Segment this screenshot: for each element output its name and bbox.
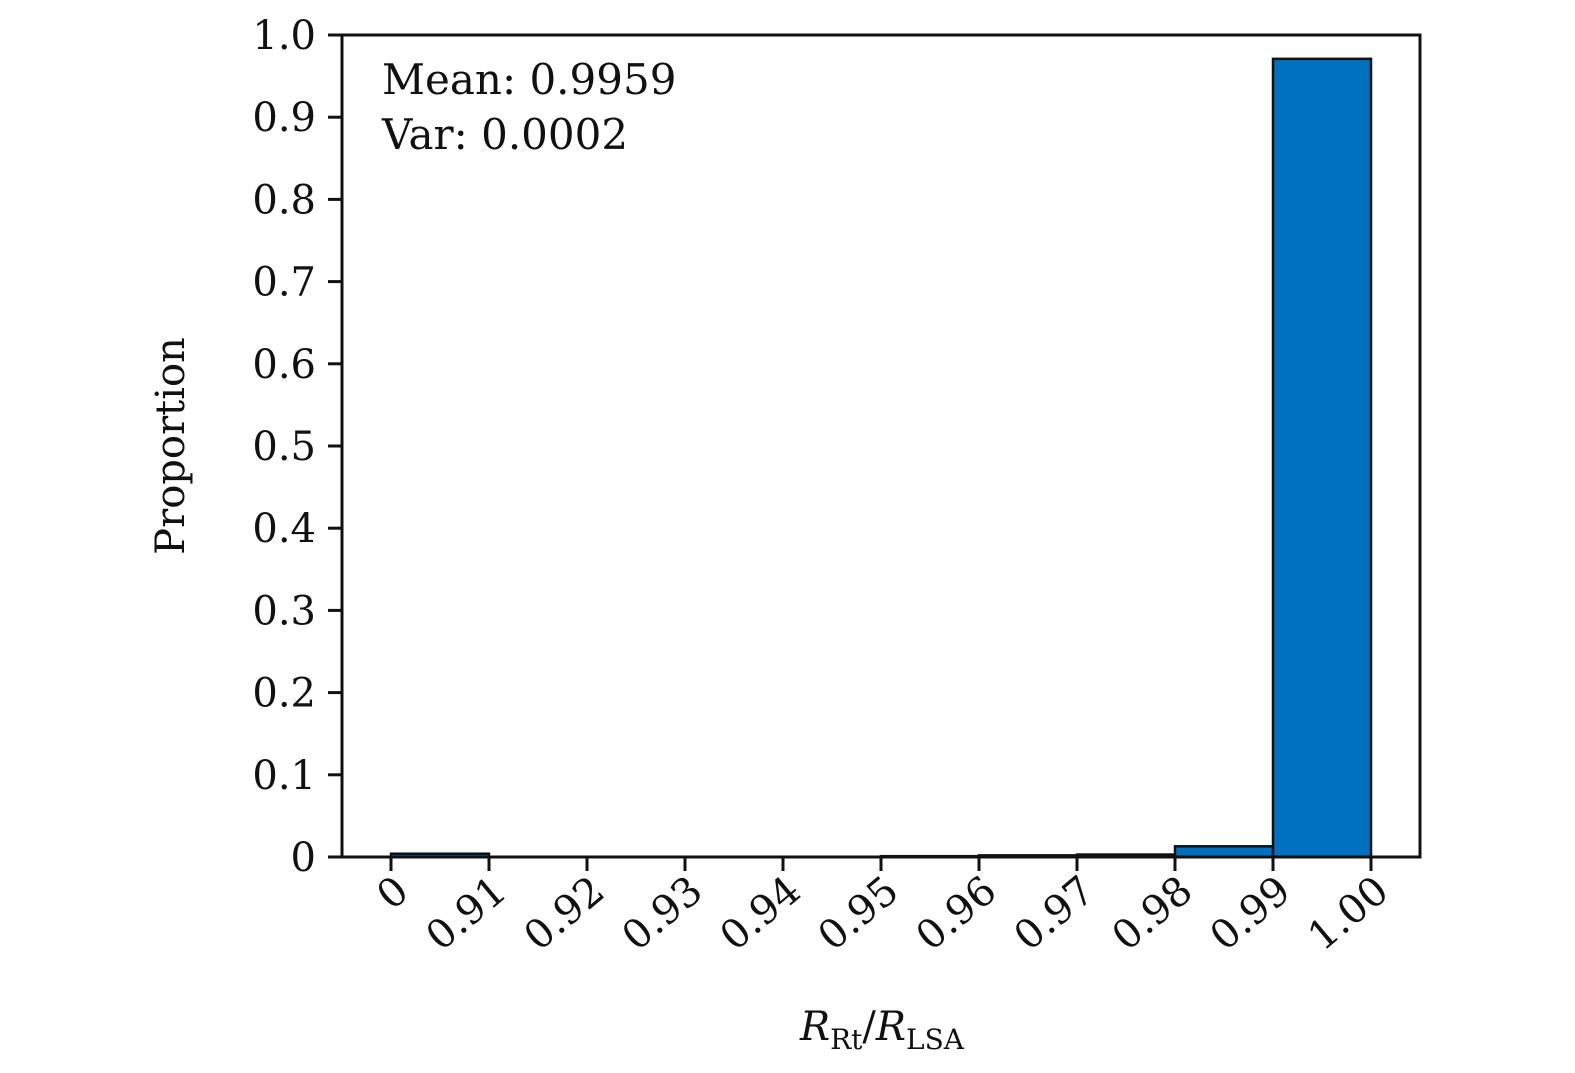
x-tick-label-5: 0.95 [810,867,908,959]
y-axis-ticks: 0 0.1 0.2 0.3 0.4 0.5 0.6 0.7 0.8 0.9 1.0 [252,13,342,881]
y-tick-label-8: 0.8 [252,177,316,223]
y-tick-label-9: 0.9 [252,95,316,141]
mean-annotation: Mean: 0.9959 [382,55,676,104]
y-tick-label-2: 0.2 [252,671,316,717]
bar-8 [1173,845,1275,859]
x-tick-label-3: 0.93 [614,867,712,959]
bars-group [389,57,1373,859]
x-axis-label-sub2: LSA [906,1023,965,1056]
x-tick-label-6: 0.96 [908,867,1006,959]
y-tick-label-3: 0.3 [252,588,316,634]
x-tick-label-8: 0.98 [1104,867,1202,959]
y-tick-label-7: 0.7 [252,260,316,306]
x-tick-label-2: 0.92 [516,867,614,959]
x-tick-label-9: 0.99 [1202,867,1300,959]
bar-9 [1271,57,1373,859]
x-axis-label-main: R [799,1004,830,1050]
x-axis-label-sep: / [862,1004,876,1050]
y-axis-label: Proportion [148,337,194,555]
x-tick-label-1: 0.91 [418,867,516,959]
x-tick-label-10: 1.00 [1300,867,1398,959]
y-tick-label-1: 0.1 [252,753,316,799]
y-tick-label-10: 1.0 [252,13,316,59]
x-axis-label-main2: R [875,1004,906,1050]
y-tick-label-6: 0.6 [252,342,316,388]
y-tick-label-5: 0.5 [252,424,316,470]
x-axis-label-sub1: Rt [830,1023,863,1056]
x-tick-label-7: 0.97 [1006,867,1104,959]
y-tick-label-4: 0.4 [252,506,316,552]
x-axis-label: RRt/RLSA [799,1004,965,1056]
x-tick-label-4: 0.94 [712,867,810,959]
x-tick-label-0: 0 [368,867,417,919]
variance-annotation: Var: 0.0002 [381,110,628,159]
x-axis-ticks: 0 0.91 0.92 0.93 0.94 0.95 0.96 0.97 0.98 0.99 1.0… [368,857,1397,960]
y-tick-label-0: 0 [291,835,316,881]
